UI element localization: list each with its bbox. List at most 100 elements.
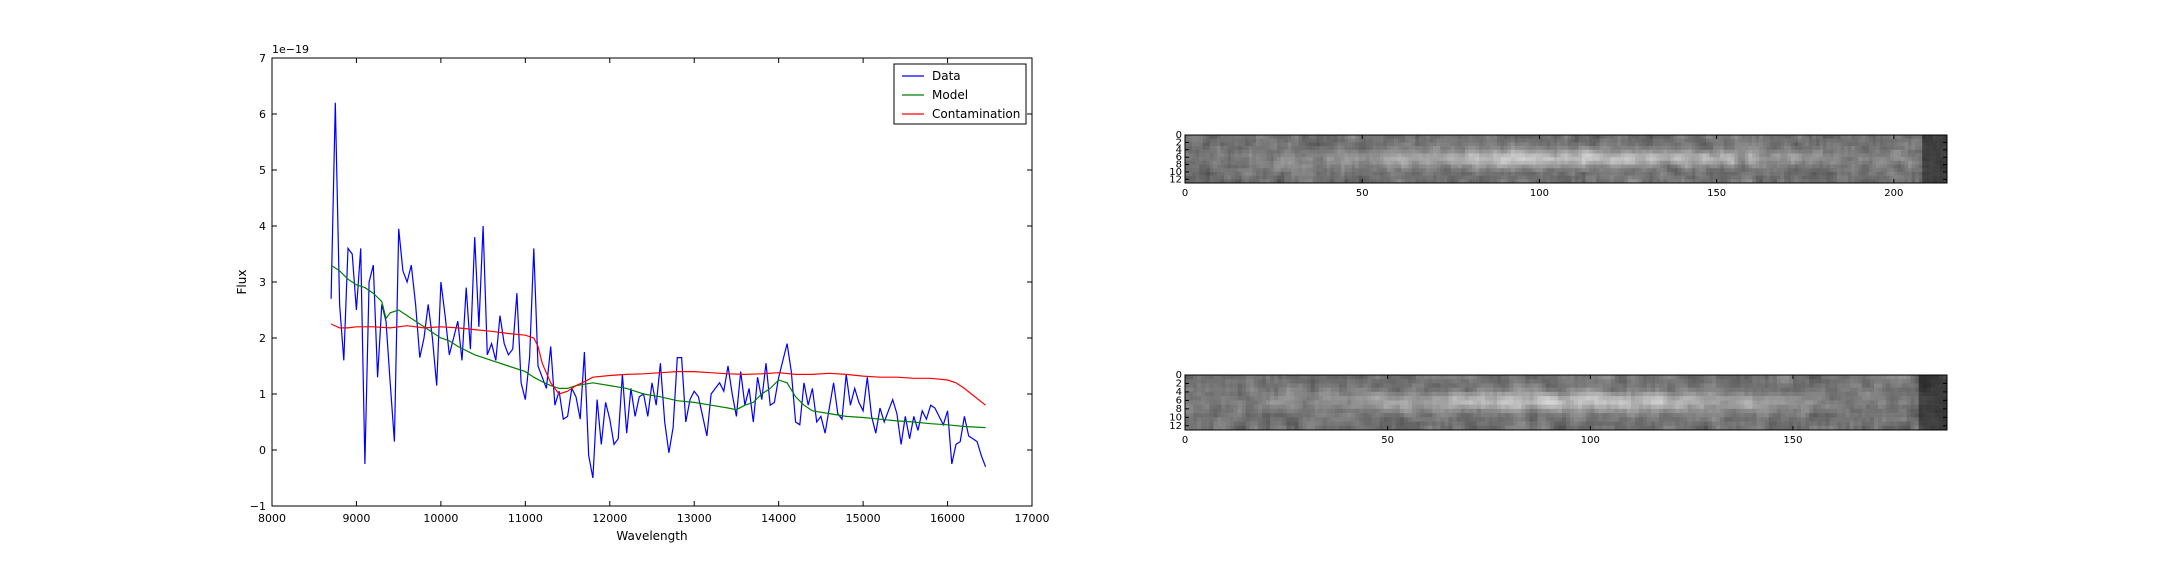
image-pixel (1376, 142, 1381, 147)
image-pixel (1716, 149, 1721, 154)
image-pixel (1422, 153, 1427, 158)
image-pixel (1890, 383, 1895, 388)
image-pixel (1255, 168, 1260, 173)
image-pixel (1744, 142, 1749, 147)
image-pixel (1821, 400, 1826, 405)
image-pixel (1503, 146, 1508, 151)
image-pixel (1898, 408, 1903, 414)
image-pixel (1514, 168, 1519, 173)
image-pixel (1826, 157, 1831, 162)
image-pixel (1674, 168, 1678, 173)
image-pixel (1436, 396, 1441, 401)
image-pixel (1457, 153, 1462, 158)
image-pixel (1642, 160, 1647, 165)
image-pixel (1309, 175, 1313, 180)
image-pixel (1720, 396, 1725, 401)
image-pixel (1671, 375, 1676, 380)
image-pixel (1610, 387, 1615, 393)
image-pixel (1610, 138, 1615, 143)
image-pixel (1517, 400, 1522, 405)
image-pixel (1702, 142, 1707, 147)
image-pixel (1911, 142, 1916, 147)
image-pixel (1422, 149, 1427, 154)
image-pixel (1479, 146, 1484, 151)
image-pixel (1383, 149, 1388, 154)
image-pixel (1606, 408, 1611, 414)
image-pixel (1521, 417, 1526, 422)
image-pixel (1709, 135, 1714, 139)
image-pixel (1245, 175, 1250, 180)
image-pixel (1270, 149, 1274, 154)
image-pixel (1703, 400, 1709, 405)
image-pixel (1407, 417, 1413, 422)
image-pixel (1479, 160, 1484, 165)
image-pixel (1379, 396, 1384, 401)
image-pixel (1557, 164, 1561, 169)
image-pixel (1861, 157, 1866, 162)
image-pixel (1849, 413, 1855, 418)
image-pixel (1546, 160, 1551, 165)
image-pixel (1505, 404, 1510, 410)
image-pixel (1752, 171, 1756, 176)
image-pixel (1411, 168, 1416, 173)
image-pixel (1879, 164, 1884, 169)
image-pixel (1433, 157, 1437, 162)
image-pixel (1241, 164, 1246, 169)
image-pixel (1448, 375, 1453, 380)
image-pixel (1337, 168, 1342, 173)
x-tick-label: 16000 (930, 512, 965, 525)
image-pixel (1663, 168, 1668, 173)
image-pixel (1266, 168, 1271, 173)
image-pixel (1645, 138, 1650, 143)
image-pixel (1898, 404, 1903, 410)
image-pixel (1229, 421, 1234, 427)
image-pixel (1929, 153, 1934, 158)
image-pixel (1768, 375, 1774, 380)
image-pixel (1493, 160, 1498, 165)
image-pixel (1464, 171, 1469, 176)
image-pixel (1606, 179, 1611, 184)
image-pixel (1517, 379, 1522, 384)
image-pixel (1845, 379, 1851, 384)
image-pixel (1199, 179, 1204, 184)
image-pixel (1878, 391, 1883, 397)
image-pixel (1314, 400, 1320, 405)
image-pixel (1237, 408, 1243, 414)
image-pixel (1553, 138, 1558, 143)
image-pixel (1716, 175, 1721, 180)
image-pixel (1209, 164, 1214, 169)
image-pixel (1326, 383, 1332, 388)
image-pixel (1333, 153, 1338, 158)
image-pixel (1709, 153, 1714, 158)
image-pixel (1853, 417, 1859, 422)
image-pixel (1833, 171, 1838, 176)
image-pixel (1631, 153, 1636, 158)
image-pixel (1213, 421, 1218, 427)
image-pixel (1897, 146, 1902, 151)
image-pixel (1748, 404, 1753, 410)
image-pixel (1351, 383, 1356, 388)
image-pixel (1225, 396, 1230, 401)
image-pixel (1833, 168, 1838, 173)
image-pixel (1776, 138, 1781, 143)
image-pixel (1830, 164, 1834, 169)
image-pixel (1755, 164, 1760, 169)
image-pixel (1675, 400, 1680, 405)
image-pixel (1622, 387, 1628, 393)
y-offset-text: 1e−19 (272, 43, 309, 56)
image-pixel (1841, 396, 1846, 401)
image-pixel (1440, 383, 1445, 388)
image-pixel (1667, 408, 1672, 414)
image-pixel (1736, 400, 1741, 405)
image-pixel (1918, 171, 1923, 176)
image-pixel (1266, 146, 1271, 151)
image-pixel (1450, 157, 1455, 162)
image-pixel (1698, 149, 1703, 154)
image-pixel (1667, 179, 1671, 184)
image-pixel (1652, 142, 1657, 147)
image-pixel (1259, 138, 1264, 143)
image-pixel (1248, 171, 1253, 176)
image-pixel (1663, 157, 1668, 162)
image-pixel (1298, 135, 1303, 139)
image-pixel (1486, 179, 1491, 184)
